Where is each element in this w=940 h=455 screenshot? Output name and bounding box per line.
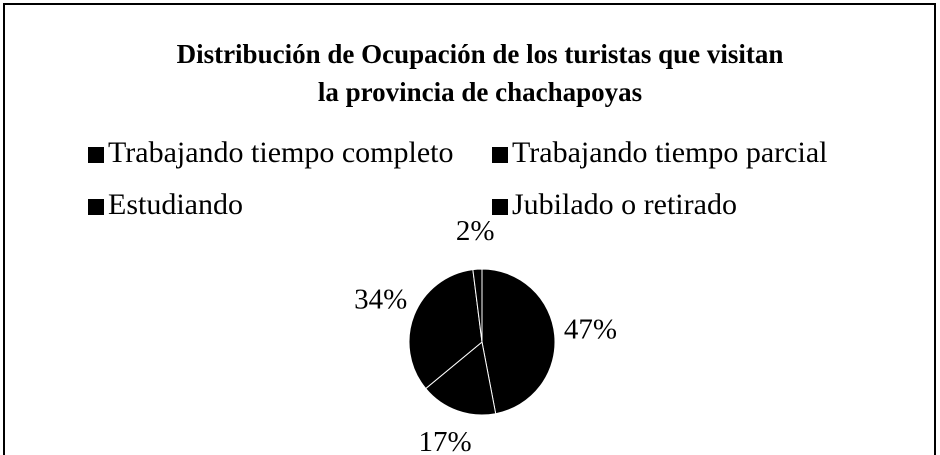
- legend-label: Jubilado o retirado: [512, 188, 737, 221]
- legend-swatch: [492, 147, 508, 163]
- chart-title: Distribución de Ocupación de los turista…: [177, 39, 784, 69]
- legend-label: Trabajando tiempo parcial: [512, 136, 827, 169]
- data-label: 34%: [354, 284, 407, 316]
- data-label: 47%: [564, 313, 617, 345]
- pie-slice: [425, 341, 497, 416]
- legend-label: Trabajando tiempo completo: [108, 136, 454, 169]
- data-label: 2%: [456, 215, 495, 247]
- legend-label: Estudiando: [108, 188, 243, 221]
- pie-slice: [472, 268, 483, 343]
- pie-slice: [408, 269, 483, 390]
- pie-slice: [481, 268, 556, 415]
- legend-swatch: [88, 147, 104, 163]
- data-label: 17%: [418, 426, 471, 455]
- chart-title: la provincia de chachapoyas: [318, 77, 642, 107]
- legend-swatch: [492, 199, 508, 215]
- legend-swatch: [88, 199, 104, 215]
